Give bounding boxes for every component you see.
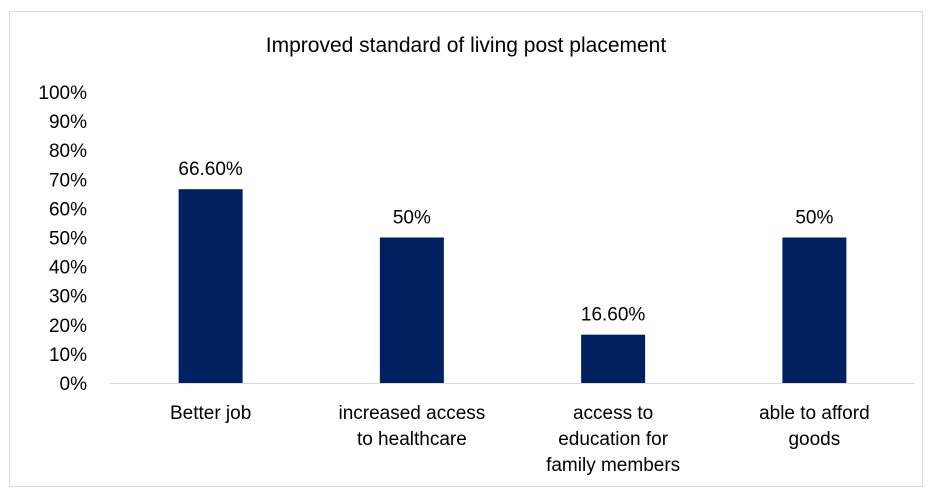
x-tick-label: education for: [558, 429, 669, 450]
bars: [178, 189, 847, 383]
y-tick-label: 20%: [49, 316, 87, 337]
y-tick-label: 0%: [60, 374, 88, 395]
x-tick-label: family members: [546, 455, 680, 476]
y-tick-label: 50%: [49, 229, 87, 250]
y-tick-label: 30%: [49, 287, 87, 308]
data-labels: 66.60% 50% 16.60% 50%: [178, 159, 833, 326]
y-tick-label: 100%: [38, 83, 87, 104]
y-axis-ticks: 0% 10% 20% 30% 40% 50% 60% 70% 80% 90% 100%: [38, 83, 87, 395]
y-tick-label: 40%: [49, 258, 87, 279]
data-label: 66.60%: [178, 159, 243, 180]
y-tick-label: 60%: [49, 199, 87, 220]
chart-frame: [9, 11, 923, 487]
data-label: 50%: [795, 208, 833, 229]
bar: [379, 237, 444, 383]
data-label: 50%: [393, 208, 431, 229]
bar: [581, 334, 646, 383]
y-tick-label: 90%: [49, 112, 87, 133]
x-tick-label: Better job: [170, 403, 251, 424]
data-label: 16.60%: [581, 305, 646, 326]
bar: [178, 189, 243, 383]
x-tick-label: access to: [573, 403, 653, 424]
chart-title: Improved standard of living post placeme…: [266, 34, 667, 57]
x-tick-label: goods: [788, 429, 840, 450]
y-tick-label: 10%: [49, 345, 87, 366]
y-tick-label: 70%: [49, 170, 87, 191]
x-tick-label: to healthcare: [357, 429, 467, 450]
x-tick-label: increased access: [338, 403, 485, 424]
y-tick-label: 80%: [49, 141, 87, 162]
bar: [782, 237, 847, 383]
x-tick-label: able to afford: [759, 403, 870, 424]
x-axis-labels: Better job increased access to healthcare a…: [170, 403, 870, 476]
